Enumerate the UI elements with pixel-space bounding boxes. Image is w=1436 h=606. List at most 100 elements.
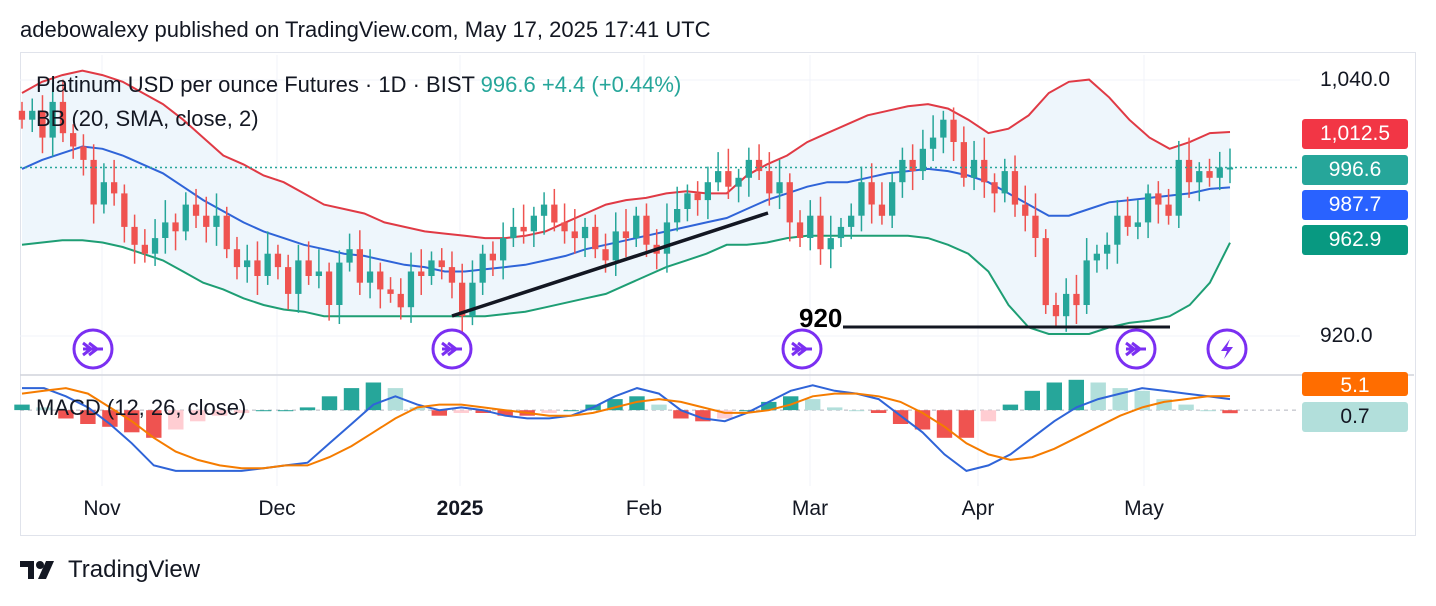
price-change: +4.4 (+0.44%) <box>541 72 682 97</box>
candle-body <box>1052 305 1060 317</box>
candle-body <box>407 271 415 308</box>
macd-histogram-bar <box>36 407 52 411</box>
macd-histogram-bar <box>651 404 667 411</box>
candle-body <box>694 193 701 201</box>
macd-histogram-bar <box>673 410 689 419</box>
candle-body <box>940 119 947 138</box>
macd-histogram-bar <box>190 410 206 422</box>
candle-body <box>796 222 804 238</box>
candle-body <box>213 215 220 227</box>
macd-histogram-bar <box>848 410 865 412</box>
macd-histogram-bar <box>1200 410 1216 412</box>
candle-body <box>571 231 578 239</box>
macd-legend[interactable]: MACD (12, 26, close) <box>36 395 247 420</box>
bb-upper-line <box>21 69 1231 240</box>
bb-legend[interactable]: BB (20, SMA, close, 2) <box>36 106 259 131</box>
support-annotation-label: 920 <box>799 303 843 333</box>
macd-histogram-bar <box>980 410 997 422</box>
candle-body <box>1093 253 1100 261</box>
candle-body <box>776 182 783 194</box>
candle-body <box>244 260 251 268</box>
macd-histogram-bar <box>343 388 360 411</box>
candle-body <box>274 253 282 268</box>
candle-body <box>1134 222 1141 227</box>
candle-body <box>1144 193 1152 223</box>
candle-body <box>643 215 650 245</box>
macd-histogram-bar <box>629 396 645 411</box>
candle-body <box>387 289 394 294</box>
candle-body <box>489 253 496 261</box>
candle-body <box>602 249 609 261</box>
fast-forward-icon[interactable] <box>781 328 823 370</box>
candle-body <box>397 293 404 308</box>
candle-body <box>929 137 937 149</box>
macd-histogram-bar <box>299 407 316 411</box>
macd-histogram-bar <box>80 410 96 424</box>
candle-body <box>755 159 763 172</box>
candle-body <box>868 182 875 205</box>
macd-histogram-bar <box>146 410 162 438</box>
candle-body <box>70 133 77 147</box>
macd-histogram-bar <box>827 407 843 411</box>
candle-body <box>633 215 640 238</box>
macd-histogram-bar <box>717 410 733 419</box>
candle-body <box>540 204 548 216</box>
macd-histogram-bar <box>497 410 513 416</box>
tradingview-logo[interactable]: TradingView <box>20 556 200 584</box>
x-tick-nov: Nov <box>83 497 121 520</box>
candle-body <box>356 249 363 283</box>
candle-body <box>817 215 824 250</box>
candle-body <box>1155 193 1162 205</box>
macd-histogram-bar <box>431 410 447 416</box>
candle-body <box>233 249 241 268</box>
candle-body <box>121 193 128 227</box>
macd-histogram-bar <box>475 410 491 413</box>
candle-body <box>1032 215 1039 238</box>
candle-body <box>1011 171 1019 205</box>
candle-body <box>786 182 793 223</box>
macd-histogram-bar <box>453 410 469 413</box>
candle-body <box>510 226 517 239</box>
candle-body <box>100 182 107 205</box>
candle-body <box>479 253 486 283</box>
x-tick-apr: Apr <box>961 497 995 520</box>
fast-forward-icon[interactable] <box>431 328 473 370</box>
candle-body <box>1165 204 1172 216</box>
chart-frame[interactable] <box>20 52 1416 536</box>
candle-body <box>592 226 599 250</box>
candle-body <box>459 282 466 317</box>
fast-forward-icon[interactable] <box>1115 328 1157 370</box>
publish-header: adebowalexy published on TradingView.com… <box>20 17 711 42</box>
candle-body <box>981 159 988 183</box>
x-tick-may: May <box>1124 497 1164 520</box>
candle-body <box>837 226 845 239</box>
candle-body <box>612 231 619 261</box>
candle-body <box>1216 167 1223 178</box>
macd-histogram-bar <box>277 410 294 412</box>
macd-signal-line <box>21 387 1231 470</box>
candle-body <box>1124 215 1131 227</box>
candle-body <box>1073 293 1080 306</box>
candle-body <box>192 204 200 216</box>
macd-histogram-bar <box>321 396 338 411</box>
macd-histogram-bar <box>958 410 975 438</box>
macd-histogram-bar <box>1156 399 1172 411</box>
candle-body <box>469 282 476 317</box>
tradingview-logo-icon <box>20 561 54 579</box>
macd-histogram-bar <box>255 410 272 412</box>
candle-body <box>18 110 26 120</box>
fast-forward-icon[interactable] <box>72 328 114 370</box>
lightning-icon[interactable] <box>1206 328 1248 370</box>
macd-histogram-bar <box>695 410 711 422</box>
macd-histogram-bar <box>563 410 579 412</box>
symbol-title[interactable]: Platinum USD per ounce Futures · 1D · BI… <box>36 72 475 97</box>
candle-body <box>735 177 742 187</box>
macd-histogram-bar <box>1046 382 1062 411</box>
candle-body <box>90 159 97 205</box>
candle-body <box>49 101 56 138</box>
candle-body <box>745 159 752 178</box>
candle-body <box>111 182 118 194</box>
macd-histogram-bar <box>541 410 557 413</box>
candle-body <box>807 215 814 238</box>
